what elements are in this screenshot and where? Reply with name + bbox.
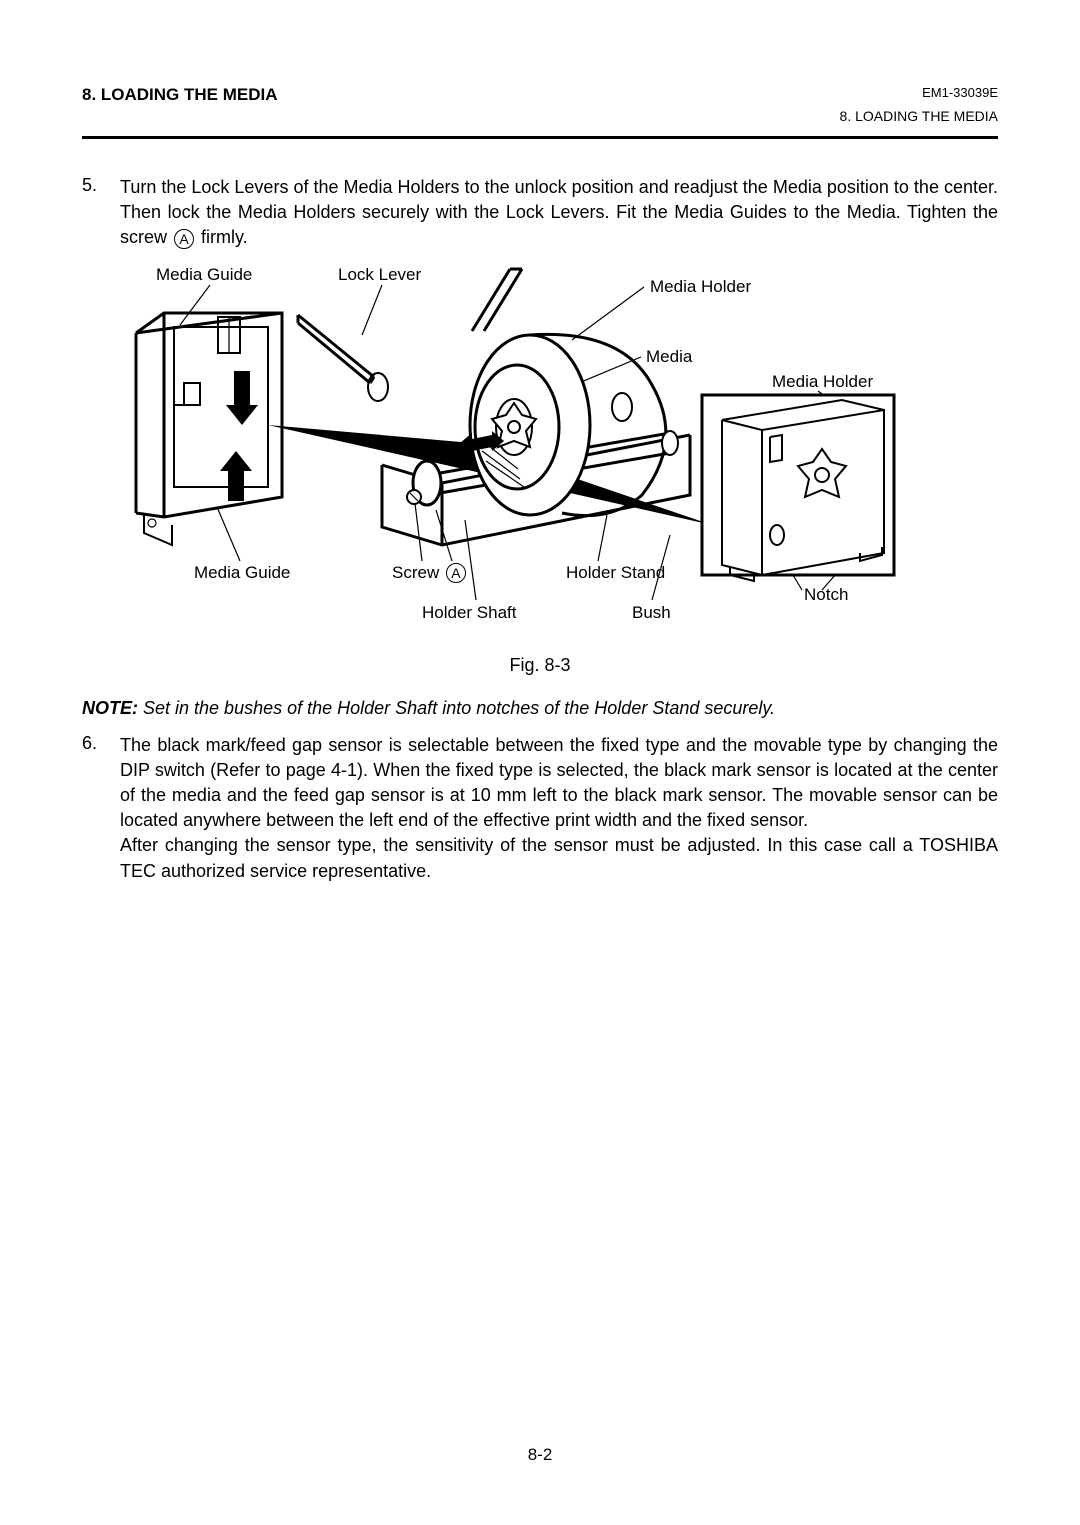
item5-text-a: Turn the Lock Levers of the Media Holder… (120, 177, 998, 247)
screw-text: Screw (392, 563, 439, 582)
figure-caption: Fig. 8-3 (82, 655, 998, 676)
list-body-5: Turn the Lock Levers of the Media Holder… (120, 175, 998, 251)
label-media-holder-right: Media Holder (772, 372, 873, 392)
list-body-6: The black mark/feed gap sensor is select… (120, 733, 998, 884)
diagram-svg (122, 265, 922, 645)
list-num-6: 6. (82, 733, 120, 884)
note-text: Set in the bushes of the Holder Shaft in… (138, 698, 775, 718)
item5-text-b: firmly. (196, 227, 248, 247)
list-item-6: 6. The black mark/feed gap sensor is sel… (82, 733, 998, 884)
list-item-5: 5. Turn the Lock Levers of the Media Hol… (82, 175, 998, 251)
circle-a-inline: A (174, 229, 194, 249)
label-notch: Notch (804, 585, 848, 605)
label-bush: Bush (632, 603, 671, 623)
header-right: EM1-33039E 8. LOADING THE MEDIA (840, 85, 998, 124)
page-header: 8. LOADING THE MEDIA EM1-33039E 8. LOADI… (82, 85, 998, 124)
label-holder-stand: Holder Stand (566, 563, 665, 583)
section-title: 8. LOADING THE MEDIA (82, 85, 278, 105)
doc-id: EM1-33039E (840, 85, 998, 100)
figure-8-3: Media Guide Lock Lever Media Holder Medi… (122, 265, 922, 645)
label-media-holder-top: Media Holder (650, 277, 751, 297)
label-media: Media (646, 347, 692, 367)
item6-text2: After changing the sensor type, the sens… (120, 835, 998, 880)
page-number: 8-2 (0, 1445, 1080, 1465)
note-line: NOTE: Set in the bushes of the Holder Sh… (82, 698, 998, 719)
label-holder-shaft: Holder Shaft (422, 603, 517, 623)
label-lock-lever: Lock Lever (338, 265, 421, 285)
label-media-guide-bottom: Media Guide (194, 563, 290, 583)
header-sub: 8. LOADING THE MEDIA (840, 108, 998, 124)
note-label: NOTE: (82, 698, 138, 718)
item6-text: The black mark/feed gap sensor is select… (120, 735, 998, 831)
circle-a-label: A (446, 563, 466, 583)
header-rule (82, 136, 998, 139)
label-screw: Screw A (392, 563, 468, 584)
list-num-5: 5. (82, 175, 120, 251)
label-media-guide-top: Media Guide (156, 265, 252, 285)
